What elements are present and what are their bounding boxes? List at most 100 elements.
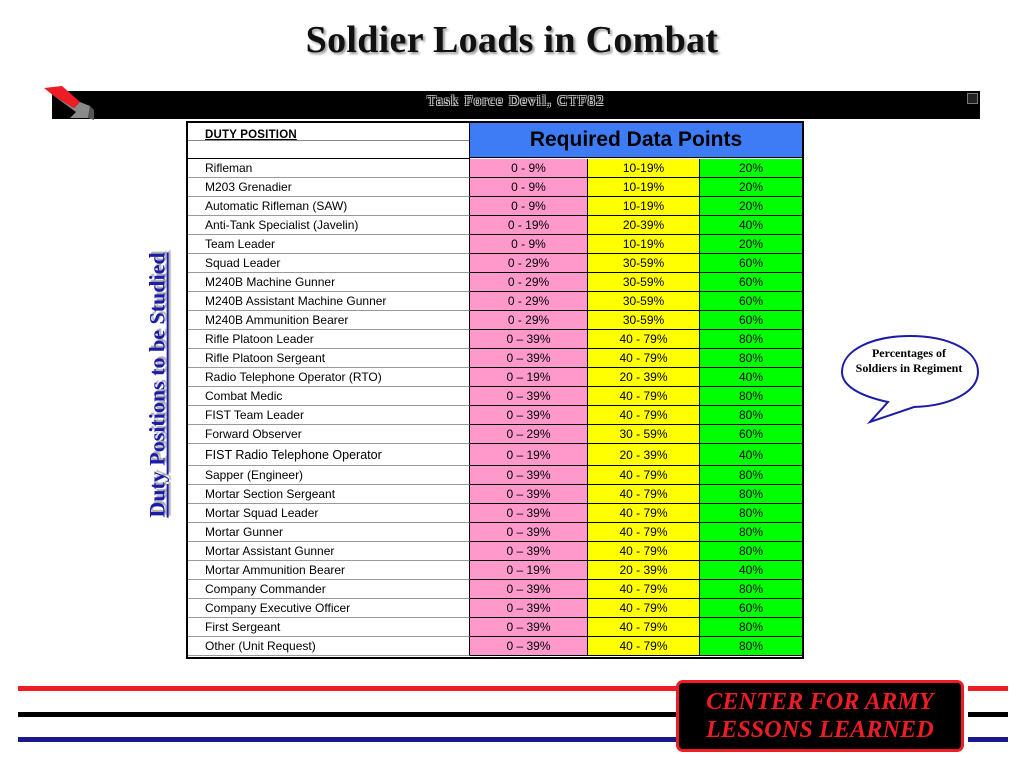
- percent-cell: 60%: [700, 425, 802, 444]
- range-low-cell: 0 – 39%: [470, 466, 588, 485]
- range-low-cell: 0 – 39%: [470, 406, 588, 425]
- percent-cell: 60%: [700, 273, 802, 292]
- percent-cell: 20%: [700, 235, 802, 254]
- table-row: Squad Leader 0 - 29% 30-59% 60%: [188, 254, 802, 273]
- table-row: Mortar Assistant Gunner 0 – 39% 40 - 79% 80…: [188, 542, 802, 561]
- duty-cell: Mortar Squad Leader: [188, 504, 470, 523]
- range-mid-cell: 30-59%: [588, 311, 700, 330]
- table-row: Combat Medic 0 – 39% 40 - 79% 80%: [188, 387, 802, 406]
- table-row: Forward Observer 0 – 29% 30 - 59% 60%: [188, 425, 802, 444]
- call-logo: CENTER FOR ARMY LESSONS LEARNED: [676, 680, 964, 752]
- range-low-cell: 0 - 29%: [470, 254, 588, 273]
- range-low-cell: 0 – 29%: [470, 425, 588, 444]
- stripe-red-right: [968, 686, 1008, 691]
- percent-cell: 20%: [700, 197, 802, 216]
- percent-cell: 80%: [700, 618, 802, 637]
- table-row: Mortar Squad Leader 0 – 39% 40 - 79% 80%: [188, 504, 802, 523]
- banner-corner-box: [967, 93, 978, 104]
- table-row: Rifle Platoon Leader 0 – 39% 40 - 79% 80%: [188, 330, 802, 349]
- table-row: Rifle Platoon Sergeant 0 – 39% 40 - 79% 80%: [188, 349, 802, 368]
- callout-text: Percentages of Soldiers in Regiment: [855, 346, 963, 375]
- range-low-cell: 0 – 39%: [470, 485, 588, 504]
- range-low-cell: 0 – 39%: [470, 618, 588, 637]
- range-low-cell: 0 – 39%: [470, 637, 588, 656]
- slide-title: Soldier Loads in Combat: [305, 19, 719, 61]
- percent-cell: 80%: [700, 466, 802, 485]
- percent-cell: 80%: [700, 330, 802, 349]
- range-mid-cell: 10-19%: [588, 197, 700, 216]
- range-low-cell: 0 – 39%: [470, 599, 588, 618]
- range-low-cell: 0 - 9%: [470, 197, 588, 216]
- range-low-cell: 0 - 9%: [470, 235, 588, 254]
- header-divider: [188, 140, 469, 141]
- range-mid-cell: 40 - 79%: [588, 466, 700, 485]
- stripe-blue: [18, 737, 688, 742]
- speech-bubble-callout: [840, 334, 980, 425]
- range-low-cell: 0 – 19%: [470, 368, 588, 387]
- duty-cell: Other (Unit Request): [188, 637, 470, 656]
- duty-cell: Company Commander: [188, 580, 470, 599]
- required-data-points-header: Required Data Points: [470, 123, 802, 158]
- percent-cell: 40%: [700, 444, 802, 466]
- range-mid-cell: 20-39%: [588, 216, 700, 235]
- duty-cell: Radio Telephone Operator (RTO): [188, 368, 470, 387]
- range-low-cell: 0 – 39%: [470, 504, 588, 523]
- duty-cell: M240B Assistant Machine Gunner: [188, 292, 470, 311]
- duty-cell: Rifleman: [188, 159, 470, 178]
- table-row: Automatic Rifleman (SAW) 0 - 9% 10-19% 20%: [188, 197, 802, 216]
- range-low-cell: 0 - 9%: [470, 159, 588, 178]
- table-row: FIST Team Leader 0 – 39% 40 - 79% 80%: [188, 406, 802, 425]
- range-low-cell: 0 – 19%: [470, 444, 588, 466]
- stripe-blue-right: [968, 737, 1008, 742]
- range-low-cell: 0 – 39%: [470, 330, 588, 349]
- range-mid-cell: 10-19%: [588, 235, 700, 254]
- arrow-icon: [44, 86, 94, 120]
- percent-cell: 80%: [700, 542, 802, 561]
- duty-cell: M203 Grenadier: [188, 178, 470, 197]
- table-row: Team Leader 0 - 9% 10-19% 20%: [188, 235, 802, 254]
- percent-cell: 40%: [700, 368, 802, 387]
- range-mid-cell: 30-59%: [588, 292, 700, 311]
- table-row: M240B Assistant Machine Gunner 0 - 29% 30-…: [188, 292, 802, 311]
- range-mid-cell: 40 - 79%: [588, 406, 700, 425]
- duty-cell: M240B Ammunition Bearer: [188, 311, 470, 330]
- duty-cell: Forward Observer: [188, 425, 470, 444]
- range-low-cell: 0 – 39%: [470, 580, 588, 599]
- duty-cell: Rifle Platoon Leader: [188, 330, 470, 349]
- range-mid-cell: 40 - 79%: [588, 504, 700, 523]
- table-row: M203 Grenadier 0 - 9% 10-19% 20%: [188, 178, 802, 197]
- range-mid-cell: 30-59%: [588, 254, 700, 273]
- duty-cell: Squad Leader: [188, 254, 470, 273]
- table-row: Mortar Gunner 0 – 39% 40 - 79% 80%: [188, 523, 802, 542]
- range-mid-cell: 20 - 39%: [588, 368, 700, 387]
- table-row: Sapper (Engineer) 0 – 39% 40 - 79% 80%: [188, 466, 802, 485]
- range-mid-cell: 40 - 79%: [588, 349, 700, 368]
- table-row: FIST Radio Telephone Operator 0 – 19% 20 -…: [188, 444, 802, 466]
- logo-line-1: CENTER FOR ARMY: [706, 689, 934, 715]
- range-mid-cell: 20 - 39%: [588, 561, 700, 580]
- table-row: M240B Machine Gunner 0 - 29% 30-59% 60%: [188, 273, 802, 292]
- range-mid-cell: 40 - 79%: [588, 637, 700, 656]
- duty-cell: Mortar Section Sergeant: [188, 485, 470, 504]
- duty-cell: First Sergeant: [188, 618, 470, 637]
- duty-cell: FIST Team Leader: [188, 406, 470, 425]
- range-low-cell: 0 - 19%: [470, 216, 588, 235]
- duty-cell: FIST Radio Telephone Operator: [188, 444, 470, 466]
- range-mid-cell: 20 - 39%: [588, 444, 700, 466]
- banner-bar: Task Force Devil, CTF82: [52, 91, 980, 119]
- range-low-cell: 0 – 39%: [470, 349, 588, 368]
- table-row: Rifleman 0 - 9% 10-19% 20%: [188, 159, 802, 178]
- range-mid-cell: 40 - 79%: [588, 485, 700, 504]
- percent-cell: 20%: [700, 159, 802, 178]
- duty-cell: Mortar Assistant Gunner: [188, 542, 470, 561]
- range-low-cell: 0 – 39%: [470, 387, 588, 406]
- vertical-section-label: Duty Positions to be Studied: [138, 210, 178, 560]
- range-mid-cell: 40 - 79%: [588, 523, 700, 542]
- percent-cell: 80%: [700, 580, 802, 599]
- range-mid-cell: 40 - 79%: [588, 542, 700, 561]
- duty-position-header-label: DUTY POSITION: [205, 129, 297, 141]
- duty-cell: Automatic Rifleman (SAW): [188, 197, 470, 216]
- duty-cell: Sapper (Engineer): [188, 466, 470, 485]
- range-mid-cell: 40 - 79%: [588, 618, 700, 637]
- range-mid-cell: 30-59%: [588, 273, 700, 292]
